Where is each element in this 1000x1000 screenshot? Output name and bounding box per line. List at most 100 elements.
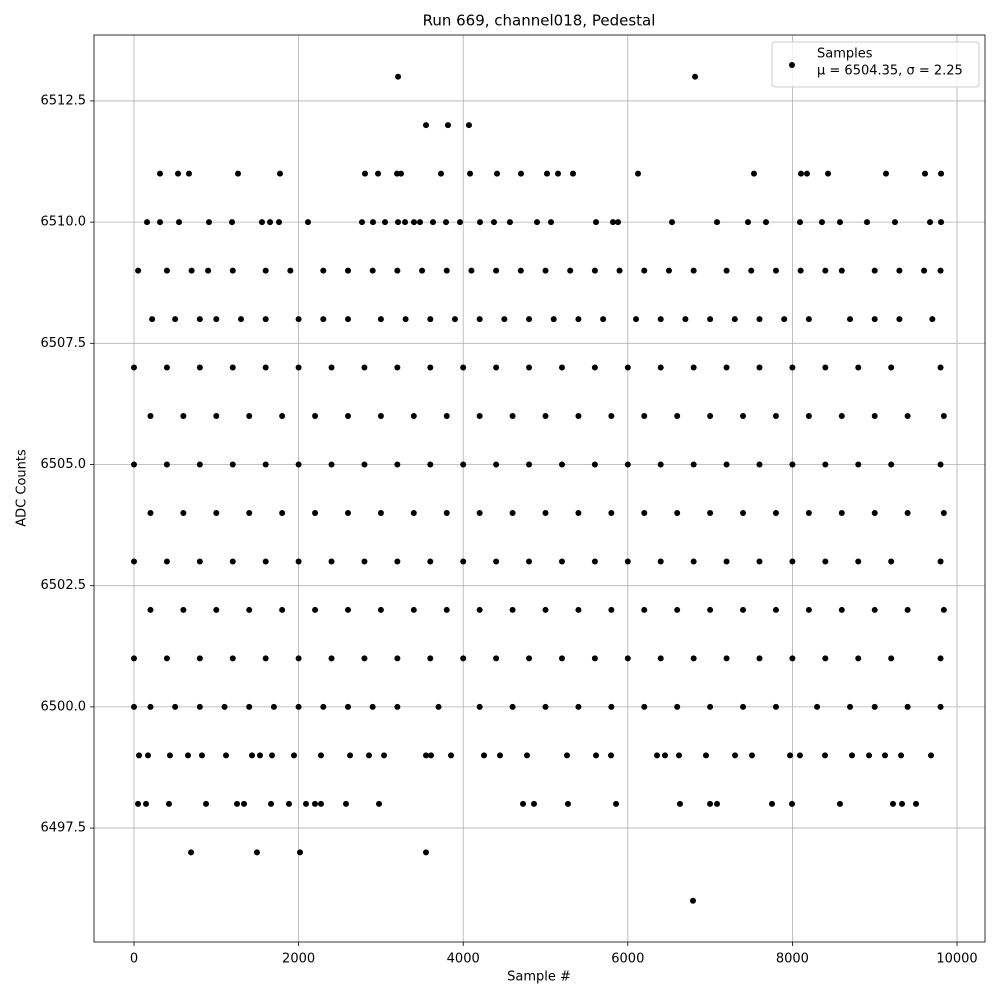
point — [312, 606, 319, 613]
point — [940, 509, 947, 516]
point — [674, 703, 681, 710]
point — [888, 364, 895, 371]
point — [213, 606, 220, 613]
point — [781, 316, 788, 323]
legend-label: Samples — [817, 47, 873, 62]
point — [822, 752, 829, 759]
y-tick-label: 6505.0 — [41, 457, 87, 472]
point — [789, 800, 796, 807]
point — [196, 316, 203, 323]
point — [749, 752, 756, 759]
point — [221, 703, 228, 710]
point — [567, 267, 574, 274]
point — [444, 122, 451, 129]
point — [591, 655, 598, 662]
point — [517, 267, 524, 274]
point — [501, 316, 508, 323]
point — [328, 364, 335, 371]
point — [523, 752, 530, 759]
point — [921, 267, 928, 274]
point — [163, 655, 170, 662]
point — [317, 752, 324, 759]
point — [320, 267, 327, 274]
point — [465, 122, 472, 129]
point — [534, 219, 541, 226]
point — [443, 413, 450, 420]
point — [290, 752, 297, 759]
point — [262, 461, 269, 468]
point — [377, 316, 384, 323]
x-tick-label: 4000 — [447, 952, 480, 967]
point — [229, 461, 236, 468]
point — [381, 752, 388, 759]
point — [175, 170, 182, 177]
point — [929, 316, 936, 323]
point — [246, 509, 253, 516]
point — [797, 170, 804, 177]
point — [476, 606, 483, 613]
x-tick-label: 8000 — [776, 952, 809, 967]
point — [135, 800, 142, 807]
point — [689, 897, 696, 904]
point — [347, 752, 354, 759]
point — [376, 800, 383, 807]
point — [196, 655, 203, 662]
point — [303, 800, 310, 807]
point — [654, 752, 661, 759]
point — [506, 219, 513, 226]
point — [277, 170, 284, 177]
point — [443, 219, 450, 226]
point — [575, 606, 582, 613]
point — [435, 703, 442, 710]
grid — [94, 35, 985, 942]
point — [891, 219, 898, 226]
point — [130, 461, 137, 468]
point — [904, 606, 911, 613]
point — [723, 364, 730, 371]
point — [526, 655, 533, 662]
point — [937, 558, 944, 565]
point — [600, 316, 607, 323]
point — [295, 655, 302, 662]
point — [304, 219, 311, 226]
point — [456, 219, 463, 226]
point — [344, 509, 351, 516]
point — [279, 413, 286, 420]
point — [312, 509, 319, 516]
point — [624, 364, 631, 371]
point — [234, 800, 241, 807]
point — [898, 752, 905, 759]
point — [285, 800, 292, 807]
point — [172, 316, 179, 323]
points — [130, 73, 947, 904]
point — [229, 364, 236, 371]
y-axis-label: ADC Counts — [15, 449, 30, 527]
point — [616, 267, 623, 274]
point — [641, 509, 648, 516]
point — [707, 316, 714, 323]
point — [657, 364, 664, 371]
point — [805, 606, 812, 613]
point — [295, 703, 302, 710]
point — [427, 316, 434, 323]
point — [198, 752, 205, 759]
point — [855, 558, 862, 565]
point — [276, 219, 283, 226]
point — [772, 606, 779, 613]
point — [428, 752, 435, 759]
point — [707, 606, 714, 613]
point — [558, 655, 565, 662]
point — [855, 461, 862, 468]
point — [803, 170, 810, 177]
point — [871, 267, 878, 274]
point — [904, 703, 911, 710]
point — [213, 316, 220, 323]
point — [147, 413, 154, 420]
point — [871, 413, 878, 420]
point — [295, 316, 302, 323]
point — [714, 219, 721, 226]
point — [937, 364, 944, 371]
legend: Samples μ = 6504.35, σ = 2.25 — [771, 41, 980, 88]
point — [548, 219, 555, 226]
